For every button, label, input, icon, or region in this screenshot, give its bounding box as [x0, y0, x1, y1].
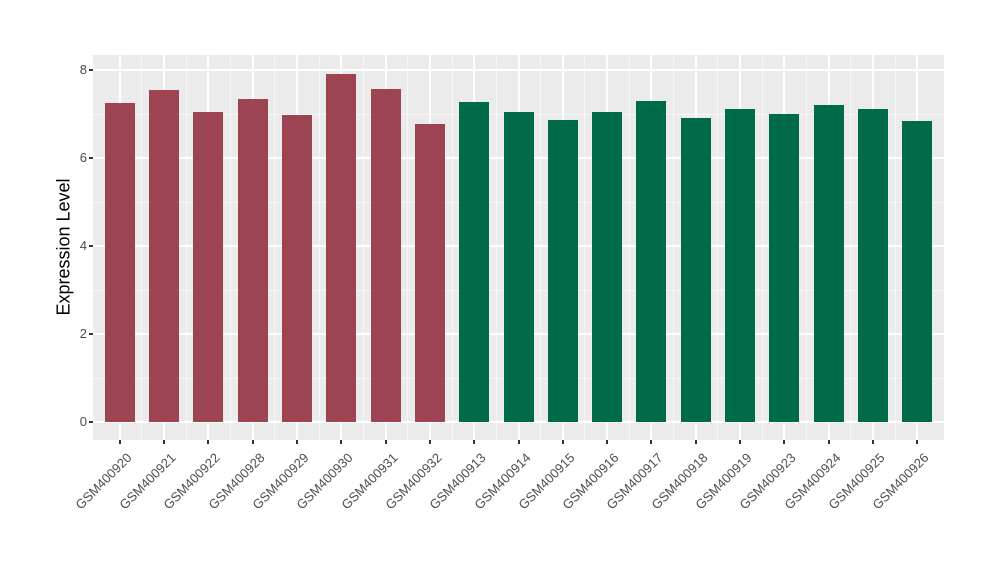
- bar-GSM400915: [547, 120, 578, 423]
- x-tick-mark: [162, 440, 165, 444]
- bar-GSM400932: [414, 123, 445, 423]
- bar-GSM400930: [326, 74, 357, 423]
- gridline-minor-vertical: [495, 55, 497, 440]
- gridline-minor-vertical: [584, 55, 586, 440]
- bar-GSM400926: [902, 121, 933, 423]
- y-tick-label: 0: [79, 414, 87, 430]
- y-tick-label: 6: [79, 150, 87, 166]
- gridline-minor-vertical: [451, 55, 453, 440]
- gridline-minor-vertical: [229, 55, 231, 440]
- x-tick-mark: [473, 440, 476, 444]
- bar-GSM400924: [813, 104, 844, 423]
- bar-GSM400914: [503, 112, 534, 423]
- x-tick-mark: [340, 440, 343, 444]
- gridline-minor-vertical: [850, 55, 852, 440]
- gridline-minor-vertical: [318, 55, 320, 440]
- x-tick-mark: [428, 440, 431, 444]
- x-tick-mark: [207, 440, 210, 444]
- bar-GSM400931: [370, 88, 401, 423]
- x-tick-mark: [606, 440, 609, 444]
- bar-GSM400917: [636, 101, 667, 423]
- y-tick-label: 4: [79, 238, 87, 254]
- x-tick-mark: [118, 440, 121, 444]
- gridline-minor-vertical: [761, 55, 763, 440]
- gridline-minor-vertical: [362, 55, 364, 440]
- gridline-minor-vertical: [274, 55, 276, 440]
- x-tick-mark: [827, 440, 830, 444]
- gridline-minor-vertical: [894, 55, 896, 440]
- x-tick-mark: [739, 440, 742, 444]
- x-tick-mark: [783, 440, 786, 444]
- gridline-minor-vertical: [540, 55, 542, 440]
- bar-GSM400923: [769, 113, 800, 423]
- y-tick-label: 2: [79, 326, 87, 342]
- y-tick-mark: [89, 157, 93, 160]
- x-tick-mark: [650, 440, 653, 444]
- bar-GSM400928: [237, 99, 268, 423]
- bar-GSM400920: [104, 102, 135, 423]
- y-tick-mark: [89, 421, 93, 424]
- bar-GSM400925: [858, 109, 889, 423]
- bar-GSM400929: [281, 115, 312, 423]
- bar-GSM400921: [148, 90, 179, 423]
- gridline-minor-vertical: [141, 55, 143, 440]
- bar-GSM400916: [592, 112, 623, 423]
- x-tick-mark: [295, 440, 298, 444]
- x-tick-mark: [561, 440, 564, 444]
- y-tick-mark: [89, 69, 93, 72]
- gridline-minor-vertical: [407, 55, 409, 440]
- x-tick-mark: [872, 440, 875, 444]
- x-tick-mark: [251, 440, 254, 444]
- bar-GSM400918: [680, 118, 711, 423]
- x-tick-mark: [694, 440, 697, 444]
- gridline-minor-vertical: [185, 55, 187, 440]
- x-tick-mark: [384, 440, 387, 444]
- gridline-minor-vertical: [717, 55, 719, 440]
- gridline-minor-vertical: [673, 55, 675, 440]
- x-tick-mark: [916, 440, 919, 444]
- gridline-minor-vertical: [806, 55, 808, 440]
- y-tick-mark: [89, 333, 93, 336]
- gridline-minor-vertical: [628, 55, 630, 440]
- bar-GSM400919: [725, 109, 756, 423]
- bar-GSM400913: [459, 102, 490, 423]
- plot-panel: [93, 55, 944, 440]
- bar-GSM400922: [193, 112, 224, 423]
- y-tick-mark: [89, 245, 93, 248]
- x-tick-mark: [517, 440, 520, 444]
- y-tick-label: 8: [79, 62, 87, 78]
